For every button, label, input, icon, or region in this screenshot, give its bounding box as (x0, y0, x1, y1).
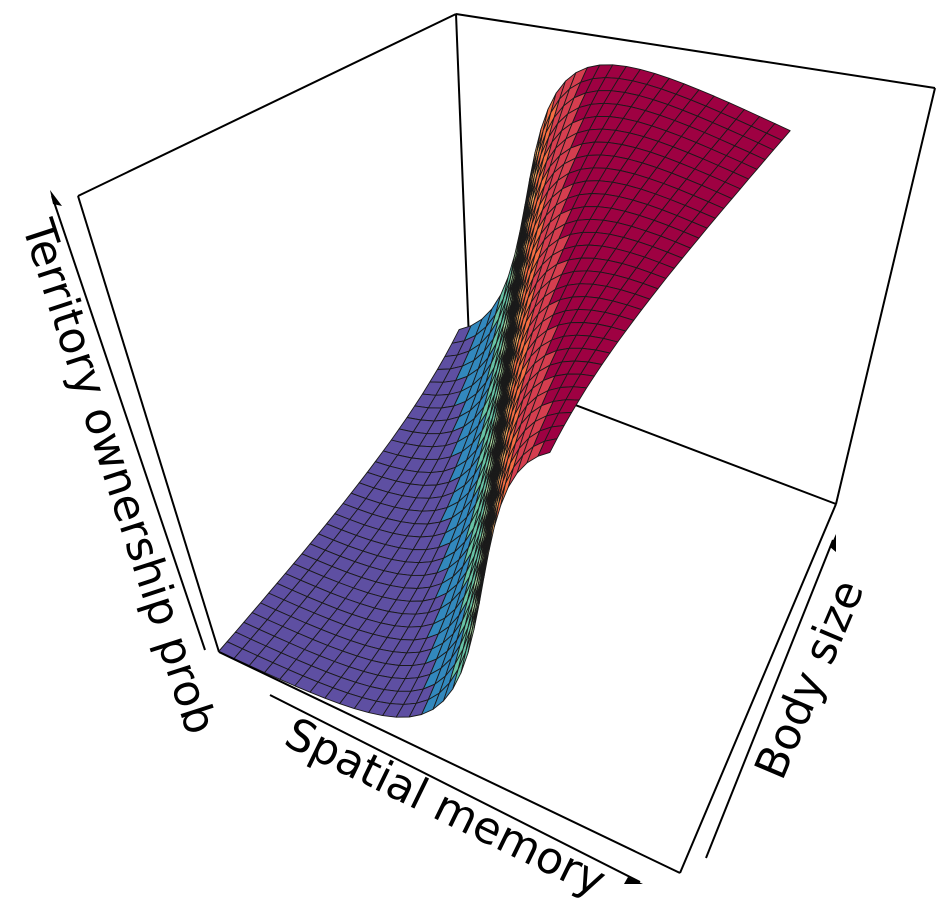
box-edge (77, 13, 457, 197)
surface-mesh (218, 64, 791, 718)
y-axis-arrow (705, 539, 834, 859)
box-edge (455, 13, 471, 366)
x-axis-arrowhead (624, 877, 643, 884)
bounding-box-front (218, 87, 936, 874)
box-edge (679, 503, 837, 874)
box-edge (455, 13, 936, 89)
y-axis-arrowhead (830, 534, 836, 552)
axis-arrows (50, 190, 836, 884)
box-edge (77, 195, 220, 653)
z-axis-arrowhead (50, 190, 62, 206)
box-edge (835, 87, 936, 505)
x-axis-title: Spatial memory (277, 708, 613, 907)
x-axis-arrow (269, 694, 641, 883)
y-axis-title: Body size (745, 573, 874, 787)
z-axis-title: Territory ownership prob (11, 213, 226, 741)
surface-facet (537, 438, 558, 457)
z-axis-arrow (51, 195, 206, 651)
box-edge (218, 651, 681, 874)
